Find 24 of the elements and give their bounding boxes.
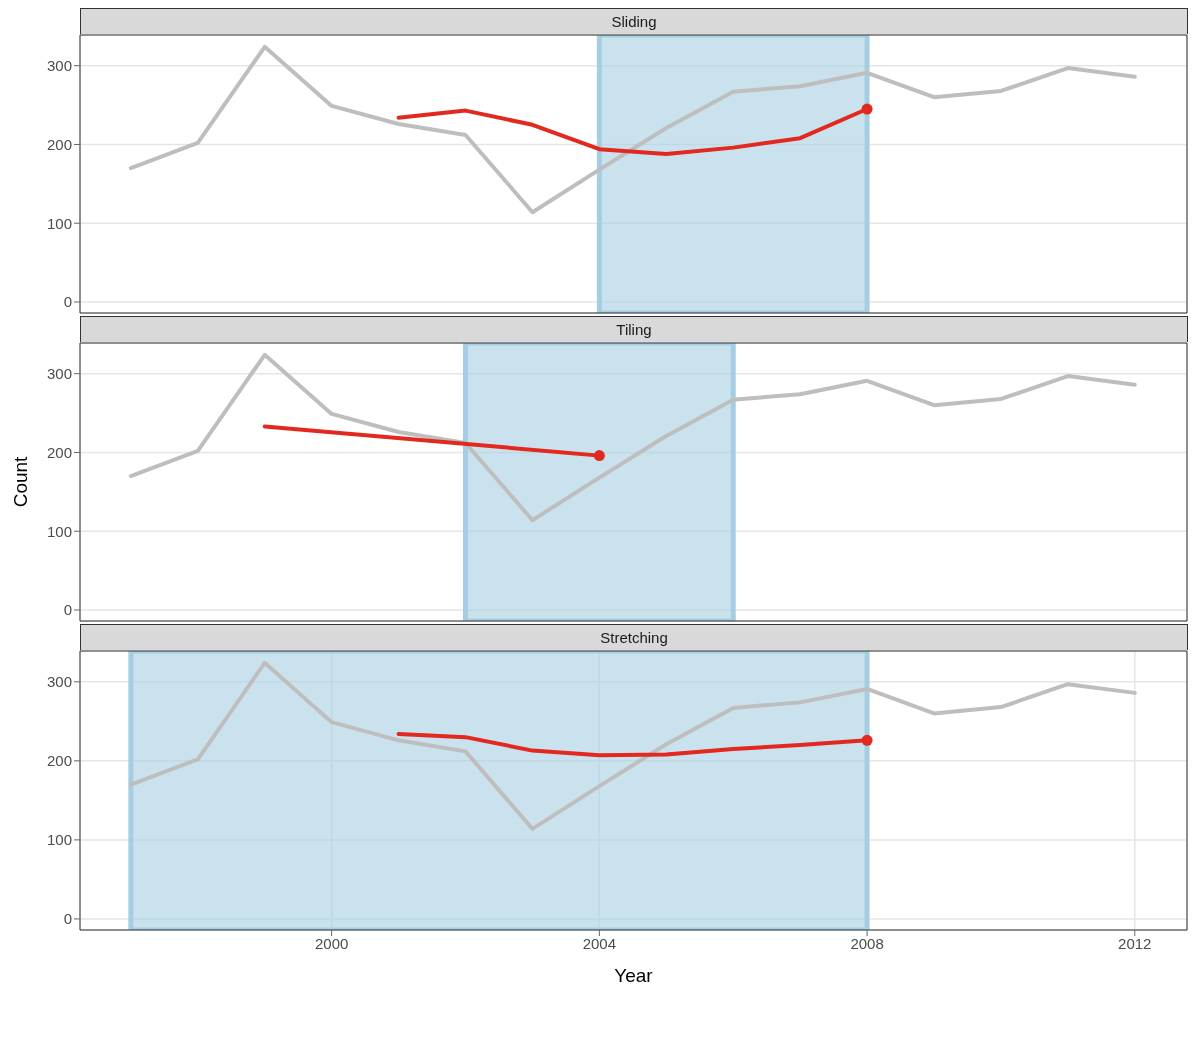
y-tick-label: 300 (46, 673, 72, 691)
chart-title: Tiling (80, 316, 1188, 342)
x-axis-title: Year (614, 965, 654, 986)
line-series (128, 352, 1137, 523)
y-tick-label: 100 (46, 214, 72, 232)
y-tick-label: 200 (46, 752, 72, 770)
y-tick-label: 0 (63, 910, 72, 928)
y-tick-label: 100 (46, 522, 72, 540)
line-series (128, 660, 1137, 831)
chart-title: Sliding (80, 8, 1188, 34)
chart-title: Stretching (80, 624, 1188, 650)
y-tick-label: 300 (46, 57, 72, 75)
x-tick-label: 2012 (1118, 934, 1152, 952)
x-tick-label: 2000 (314, 934, 349, 952)
x-tick-label: 2008 (850, 934, 884, 952)
y-tick-label: 300 (46, 365, 72, 383)
y-axis-title: Count (10, 455, 32, 508)
x-tick-label: 2004 (582, 934, 617, 952)
y-tick-label: 0 (63, 601, 72, 619)
y-tick-label: 0 (63, 293, 72, 311)
y-tick-label: 200 (46, 135, 72, 153)
y-tick-label: 200 (46, 443, 72, 461)
line-series (128, 44, 1137, 215)
y-tick-label: 100 (46, 831, 72, 849)
